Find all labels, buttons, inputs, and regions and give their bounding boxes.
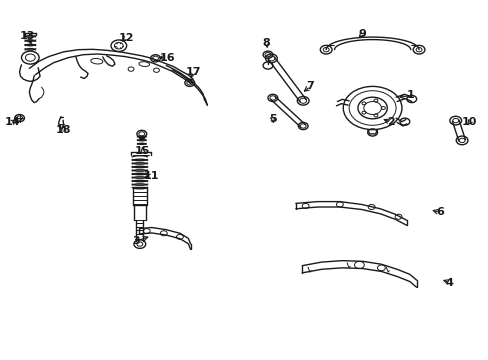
Text: 17: 17 bbox=[185, 67, 201, 77]
Text: 9: 9 bbox=[357, 29, 365, 39]
Text: 13: 13 bbox=[19, 31, 35, 41]
Text: 14: 14 bbox=[4, 117, 20, 127]
Text: 6: 6 bbox=[435, 207, 443, 217]
Text: 16: 16 bbox=[159, 53, 175, 63]
Text: 4: 4 bbox=[445, 278, 453, 288]
Text: 7: 7 bbox=[306, 81, 314, 91]
Text: 12: 12 bbox=[118, 33, 134, 43]
Text: 5: 5 bbox=[268, 114, 276, 124]
Text: 15: 15 bbox=[135, 146, 150, 156]
Text: 10: 10 bbox=[461, 117, 476, 127]
Text: 18: 18 bbox=[56, 125, 71, 135]
Text: 3: 3 bbox=[132, 236, 140, 246]
Text: 8: 8 bbox=[262, 38, 270, 48]
Text: 1: 1 bbox=[406, 90, 414, 100]
Text: 2: 2 bbox=[386, 117, 394, 127]
Text: 11: 11 bbox=[143, 171, 159, 181]
